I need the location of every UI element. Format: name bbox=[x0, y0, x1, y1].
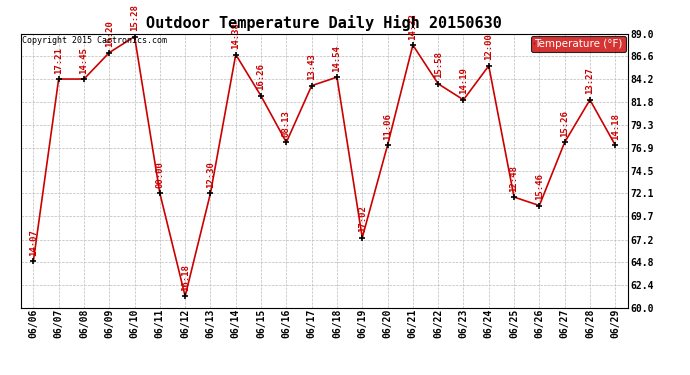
Text: 14:54: 14:54 bbox=[333, 45, 342, 72]
Text: 15:26: 15:26 bbox=[560, 110, 569, 137]
Text: 11:06: 11:06 bbox=[383, 113, 392, 140]
Text: 08:13: 08:13 bbox=[282, 110, 291, 137]
Text: 14:38: 14:38 bbox=[231, 22, 240, 49]
Text: 16:26: 16:26 bbox=[257, 64, 266, 90]
Text: 17:02: 17:02 bbox=[357, 205, 367, 232]
Text: 16:18: 16:18 bbox=[181, 264, 190, 291]
Text: 15:28: 15:28 bbox=[130, 4, 139, 31]
Title: Outdoor Temperature Daily High 20150630: Outdoor Temperature Daily High 20150630 bbox=[146, 15, 502, 31]
Text: 00:00: 00:00 bbox=[155, 161, 164, 188]
Legend: Temperature (°F): Temperature (°F) bbox=[531, 36, 626, 52]
Text: 14:07: 14:07 bbox=[29, 229, 38, 256]
Text: 17:21: 17:21 bbox=[54, 46, 63, 74]
Text: 14:32: 14:32 bbox=[408, 13, 417, 39]
Text: 12:48: 12:48 bbox=[509, 165, 519, 192]
Text: 12:30: 12:30 bbox=[206, 161, 215, 188]
Text: 15:46: 15:46 bbox=[535, 173, 544, 200]
Text: 14:18: 14:18 bbox=[611, 113, 620, 140]
Text: 13:43: 13:43 bbox=[307, 53, 316, 80]
Text: 14:19: 14:19 bbox=[459, 68, 468, 94]
Text: 14:45: 14:45 bbox=[79, 46, 88, 74]
Text: 12:00: 12:00 bbox=[484, 33, 493, 60]
Text: Copyright 2015 Cartronics.com: Copyright 2015 Cartronics.com bbox=[22, 36, 167, 45]
Text: 13:27: 13:27 bbox=[585, 68, 595, 94]
Text: 15:58: 15:58 bbox=[433, 51, 443, 78]
Text: 16:20: 16:20 bbox=[105, 20, 114, 47]
